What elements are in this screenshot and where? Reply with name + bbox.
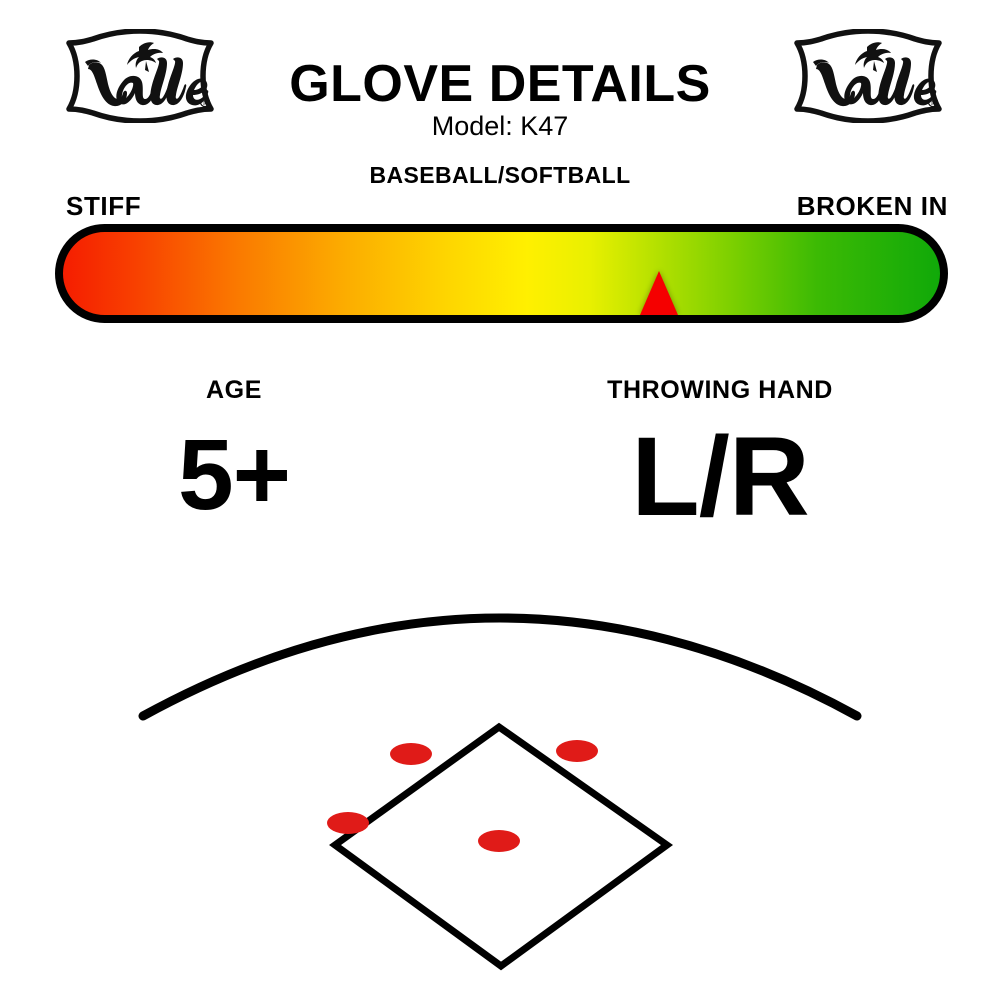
baseball-field-diagram bbox=[0, 560, 1000, 1000]
logo-wordmark bbox=[85, 57, 209, 107]
meter-gradient-track bbox=[55, 224, 948, 323]
meter-label-stiff: STIFF bbox=[66, 191, 142, 221]
base-markers bbox=[327, 740, 598, 852]
spec-throwing-hand: THROWING HAND L/R bbox=[500, 378, 940, 533]
pitchers-mound-marker bbox=[478, 830, 520, 852]
infield-diamond bbox=[329, 722, 674, 971]
valle-logo-left: R bbox=[61, 29, 219, 123]
valle-logo-right: R bbox=[789, 29, 947, 123]
second-base-marker bbox=[390, 743, 432, 765]
break-in-meter bbox=[55, 224, 948, 323]
logo-eagle-icon bbox=[855, 42, 891, 72]
outfield-fence-arc bbox=[138, 613, 862, 721]
spec-throwing-hand-label: THROWING HAND bbox=[607, 376, 833, 404]
svg-text:R: R bbox=[931, 101, 935, 107]
logo-eagle-icon bbox=[127, 42, 163, 72]
spec-age-value: 5+ bbox=[177, 419, 291, 531]
first-base-marker bbox=[556, 740, 598, 762]
meter-label-broken-in: BROKEN IN bbox=[796, 191, 948, 221]
spec-age: AGE 5+ bbox=[104, 376, 364, 531]
category-label: BASEBALL/SOFTBALL bbox=[369, 162, 631, 188]
spec-throwing-hand-value: L/R bbox=[631, 414, 809, 539]
spec-age-label: AGE bbox=[206, 376, 262, 404]
svg-text:R: R bbox=[203, 101, 207, 107]
page-title: GLOVE DETAILS bbox=[289, 55, 711, 113]
meter-marker-triangle bbox=[640, 271, 679, 315]
third-base-marker bbox=[327, 812, 369, 834]
logo-registered-mark: R bbox=[199, 96, 211, 108]
logo-registered-mark: R bbox=[927, 96, 939, 108]
logo-wordmark bbox=[813, 57, 937, 107]
model-subtitle: Model: K47 bbox=[431, 111, 569, 141]
